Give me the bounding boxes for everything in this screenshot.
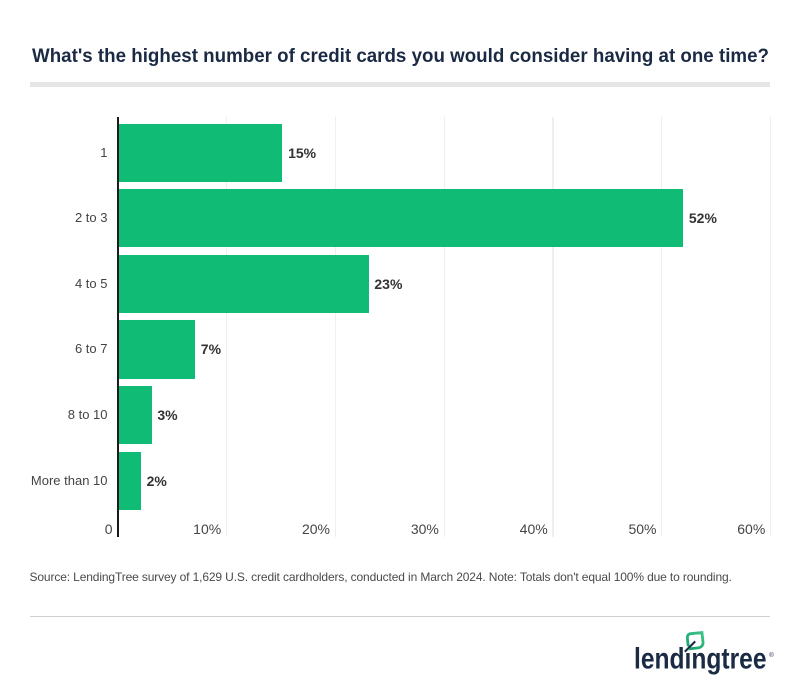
svg-text:®: ® [769,651,774,659]
